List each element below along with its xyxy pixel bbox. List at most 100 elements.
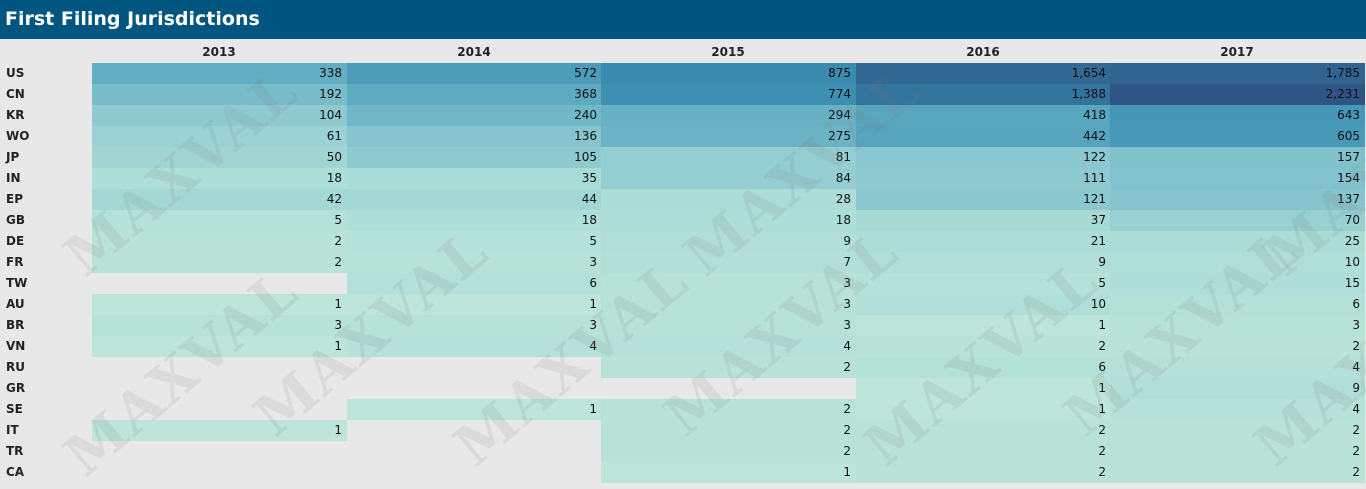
heatmap-cell-tw-2015: 3 (601, 273, 856, 294)
heatmap-cell-ca-2017: 2 (1110, 462, 1365, 483)
heatmap-cell-ep-2016: 121 (856, 189, 1111, 210)
heatmap-cell-se-2016: 1 (856, 399, 1111, 420)
heatmap-cell-tr-2017: 2 (1110, 441, 1365, 462)
heatmap-cell-vn-2013: 1 (92, 336, 347, 357)
heatmap-cell-fr-2017: 10 (1110, 252, 1365, 273)
heatmap-cell-gb-2017: 70 (1110, 210, 1365, 231)
row-label-de: DE (6, 234, 25, 248)
heatmap-cell-wo-2015: 275 (601, 126, 856, 147)
column-header-2016: 2016 (966, 45, 1000, 59)
heatmap-cell-de-2016: 21 (856, 231, 1111, 252)
heatmap-cell-us-2015: 875 (601, 63, 856, 84)
heatmap-cell-vn-2015: 4 (601, 336, 856, 357)
heatmap-cell-fr-2013: 2 (92, 252, 347, 273)
heatmap-cell-fr-2014: 3 (347, 252, 602, 273)
row-label-tr: TR (6, 444, 24, 458)
heatmap-cell-se-2015: 2 (601, 399, 856, 420)
watermark-logo: MAXVAL (51, 256, 311, 489)
heatmap-cell-de-2015: 9 (601, 231, 856, 252)
row-label-se: SE (6, 402, 23, 416)
heatmap-cell-fr-2015: 7 (601, 252, 856, 273)
heatmap-cell-gr-2017: 9 (1110, 378, 1365, 399)
heatmap-cell-kr-2015: 294 (601, 105, 856, 126)
heatmap-cell-vn-2014: 4 (347, 336, 602, 357)
row-label-us: US (6, 66, 25, 80)
heatmap-cell-se-2014: 1 (347, 399, 602, 420)
row-label-wo: WO (6, 129, 30, 143)
heatmap-cell-jp-2014: 105 (347, 147, 602, 168)
heatmap-cell-cn-2013: 192 (92, 84, 347, 105)
heatmap-cell-br-2017: 3 (1110, 315, 1365, 336)
heatmap-cell-in-2016: 111 (856, 168, 1111, 189)
heatmap-cell-ep-2017: 137 (1110, 189, 1365, 210)
heatmap-cell-tw-2014: 6 (347, 273, 602, 294)
heatmap-cell-gb-2015: 18 (601, 210, 856, 231)
row-label-kr: KR (6, 108, 25, 122)
heatmap-cell-au-2016: 10 (856, 294, 1111, 315)
heatmap-cell-jp-2016: 122 (856, 147, 1111, 168)
heatmap-cell-tr-2016: 2 (856, 441, 1111, 462)
heatmap-cell-au-2017: 6 (1110, 294, 1365, 315)
column-header-2014: 2014 (457, 45, 491, 59)
column-header-2015: 2015 (711, 45, 745, 59)
heatmap-cell-cn-2014: 368 (347, 84, 602, 105)
heatmap-cell-se-2017: 4 (1110, 399, 1365, 420)
heatmap-cell-cn-2016: 1,388 (856, 84, 1111, 105)
heatmap-cell-us-2017: 1,785 (1110, 63, 1365, 84)
heatmap-cell-vn-2016: 2 (856, 336, 1111, 357)
row-label-jp: JP (6, 150, 20, 164)
heatmap-cell-kr-2017: 643 (1110, 105, 1365, 126)
heatmap-cell-br-2014: 3 (347, 315, 602, 336)
row-label-cn: CN (6, 87, 25, 101)
heatmap-cell-wo-2013: 61 (92, 126, 347, 147)
heatmap-cell-vn-2017: 2 (1110, 336, 1365, 357)
heatmap-cell-jp-2015: 81 (601, 147, 856, 168)
heatmap-cell-cn-2017: 2,231 (1110, 84, 1365, 105)
heatmap-cell-tw-2016: 5 (856, 273, 1111, 294)
heatmap-cell-gb-2014: 18 (347, 210, 602, 231)
heatmap-cell-in-2013: 18 (92, 168, 347, 189)
heatmap-cell-us-2016: 1,654 (856, 63, 1111, 84)
heatmap-cell-br-2013: 3 (92, 315, 347, 336)
heatmap-cell-it-2017: 2 (1110, 420, 1365, 441)
row-label-tw: TW (6, 276, 28, 290)
heatmap-cell-us-2014: 572 (347, 63, 602, 84)
heatmap-cell-it-2016: 2 (856, 420, 1111, 441)
heatmap-cell-it-2013: 1 (92, 420, 347, 441)
heatmap-cell-wo-2016: 442 (856, 126, 1111, 147)
heatmap-cell-it-2015: 2 (601, 420, 856, 441)
row-label-ru: RU (6, 360, 25, 374)
row-label-ep: EP (6, 192, 23, 206)
row-label-gb: GB (6, 213, 25, 227)
heatmap-cell-br-2016: 1 (856, 315, 1111, 336)
heatmap-cell-br-2015: 3 (601, 315, 856, 336)
row-label-in: IN (6, 171, 21, 185)
heatmap-cell-kr-2013: 104 (92, 105, 347, 126)
heatmap-cell-au-2013: 1 (92, 294, 347, 315)
heatmap-cell-ru-2015: 2 (601, 357, 856, 378)
heatmap-cell-ca-2016: 2 (856, 462, 1111, 483)
heatmap-cell-in-2015: 84 (601, 168, 856, 189)
heatmap-cell-jp-2013: 50 (92, 147, 347, 168)
row-label-vn: VN (6, 339, 26, 353)
heatmap-cell-de-2017: 25 (1110, 231, 1365, 252)
row-label-ca: CA (6, 465, 25, 479)
row-label-fr: FR (6, 255, 24, 269)
heatmap-cell-in-2017: 154 (1110, 168, 1365, 189)
heatmap-cell-de-2013: 2 (92, 231, 347, 252)
heatmap-cell-ru-2017: 4 (1110, 357, 1365, 378)
column-header-2013: 2013 (202, 45, 236, 59)
heatmap-cell-wo-2017: 605 (1110, 126, 1365, 147)
heatmap-cell-wo-2014: 136 (347, 126, 602, 147)
heatmap-cell-kr-2014: 240 (347, 105, 602, 126)
heatmap-cell-tr-2015: 2 (601, 441, 856, 462)
heatmap-cell-gr-2016: 1 (856, 378, 1111, 399)
heatmap-cell-in-2014: 35 (347, 168, 602, 189)
row-label-au: AU (6, 297, 25, 311)
heatmap-cell-au-2014: 1 (347, 294, 602, 315)
heatmap-cell-ru-2016: 6 (856, 357, 1111, 378)
heatmap-cell-ca-2015: 1 (601, 462, 856, 483)
heatmap-cell-ep-2014: 44 (347, 189, 602, 210)
page-title: First Filing Jurisdictions (0, 0, 1366, 39)
column-header-2017: 2017 (1220, 45, 1254, 59)
